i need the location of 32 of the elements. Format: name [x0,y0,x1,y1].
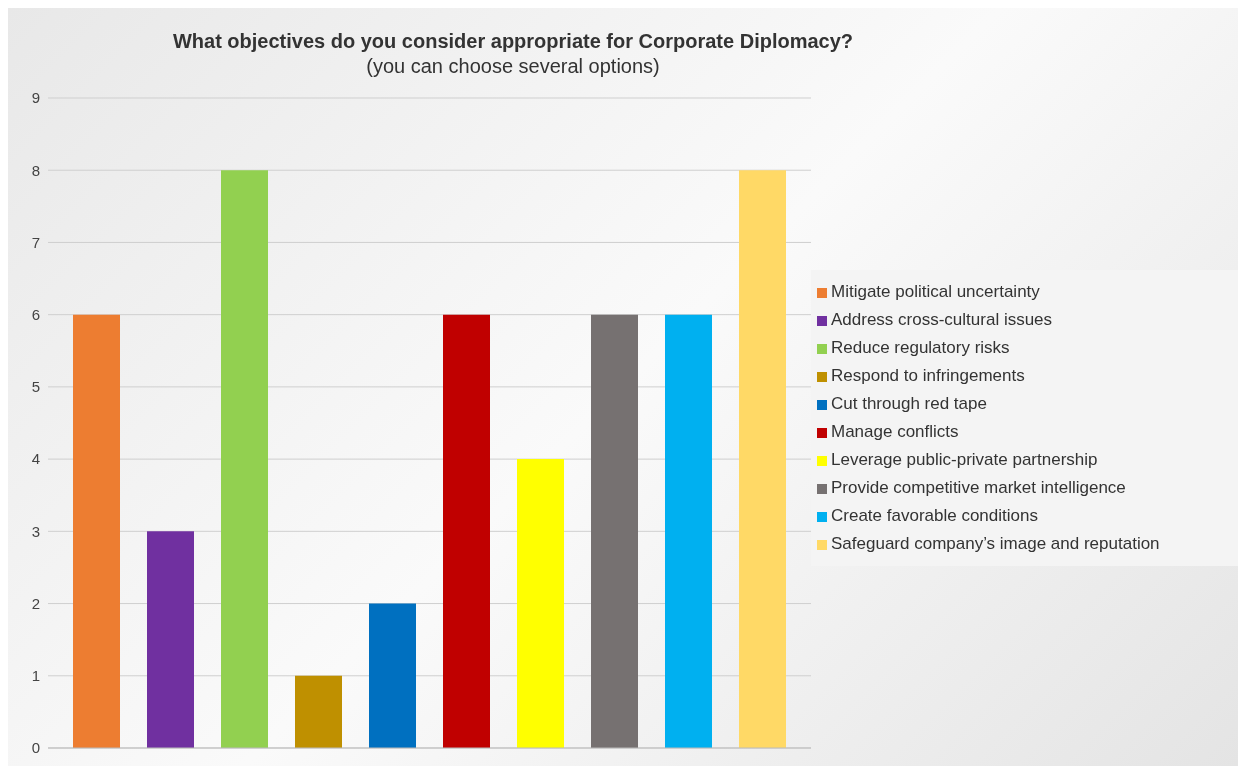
legend-label: Safeguard company’s image and reputation [831,534,1160,553]
legend-label: Mitigate political uncertainty [831,282,1040,301]
y-tick-label: 2 [31,594,40,612]
y-tick-label: 5 [31,378,40,396]
bar [443,314,490,748]
chart-subtitle: (you can choose several options) [365,55,661,78]
legend-label: Cut through red tape [831,394,987,413]
legend-label: Address cross-cultural issues [831,310,1053,329]
y-tick-label: 0 [31,739,40,757]
bar [369,603,416,748]
bar [665,314,712,748]
y-tick-label: 7 [31,233,40,251]
legend-label: Create favorable conditions [831,506,1038,525]
y-tick-label: 8 [31,161,40,179]
legend-label: Respond to infringements [831,366,1025,385]
legend-label: Leverage public-private partnership [831,450,1098,469]
y-tick-label: 6 [31,305,40,323]
bar [517,459,564,748]
chart-title: What objectives do you consider appropriate for Corporate Diplomacy? [171,30,855,53]
bar [147,531,194,748]
bar [221,170,268,748]
legend-label: Provide competitive market intelligence [831,478,1126,497]
bar [591,314,638,748]
bar [73,314,120,748]
y-tick-label: 1 [31,667,40,685]
legend-label: Reduce regulatory risks [831,338,1010,357]
legend-label: Manage conflicts [831,422,959,441]
bar [295,675,342,748]
bar [739,170,786,748]
y-tick-label: 9 [31,89,40,107]
y-tick-label: 3 [31,522,40,540]
y-tick-label: 4 [31,450,40,468]
